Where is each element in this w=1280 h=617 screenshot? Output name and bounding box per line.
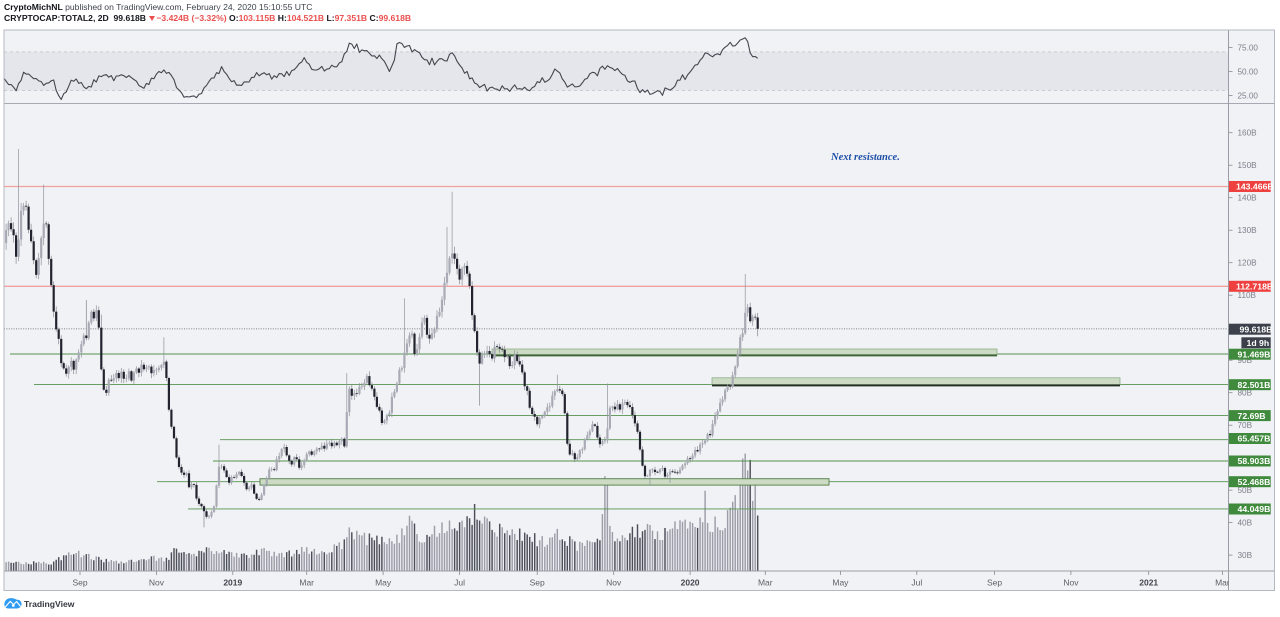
- svg-text:May: May: [375, 578, 392, 588]
- svg-text:Sep: Sep: [530, 578, 545, 588]
- svg-text:112.718B: 112.718B: [1236, 282, 1273, 292]
- svg-text:Nov: Nov: [606, 578, 622, 588]
- svg-text:143.466B: 143.466B: [1236, 182, 1274, 192]
- svg-text:72.69B: 72.69B: [1238, 411, 1266, 421]
- svg-text:82.501B: 82.501B: [1238, 380, 1271, 390]
- svg-text:Jul: Jul: [911, 578, 922, 588]
- svg-text:1d 9h: 1d 9h: [1247, 338, 1270, 348]
- svg-text:120B: 120B: [1238, 259, 1258, 268]
- svg-text:160B: 160B: [1238, 129, 1258, 138]
- svg-text:Sep: Sep: [987, 578, 1002, 588]
- svg-text:2020: 2020: [681, 578, 700, 588]
- svg-text:Next resistance.: Next resistance.: [830, 152, 900, 163]
- svg-text:52.468B: 52.468B: [1238, 477, 1271, 487]
- svg-text:44.049B: 44.049B: [1238, 504, 1271, 514]
- svg-text:130B: 130B: [1238, 226, 1258, 235]
- svg-text:Sep: Sep: [72, 578, 87, 588]
- svg-text:May: May: [832, 578, 849, 588]
- svg-text:Mar: Mar: [1215, 578, 1230, 588]
- svg-text:50.00: 50.00: [1238, 68, 1259, 77]
- svg-text:Nov: Nov: [1063, 578, 1079, 588]
- svg-text:70B: 70B: [1238, 421, 1253, 430]
- svg-text:30B: 30B: [1238, 551, 1253, 560]
- svg-text:58.903B: 58.903B: [1238, 456, 1271, 466]
- svg-text:Mar: Mar: [299, 578, 314, 588]
- svg-text:25.00: 25.00: [1238, 91, 1259, 100]
- svg-text:65.457B: 65.457B: [1238, 434, 1271, 444]
- svg-text:TradingView: TradingView: [24, 599, 75, 609]
- svg-text:90B: 90B: [1238, 356, 1253, 365]
- svg-text:91.469B: 91.469B: [1238, 349, 1271, 359]
- svg-text:140B: 140B: [1238, 194, 1258, 203]
- svg-text:99.618B: 99.618B: [1240, 324, 1273, 334]
- svg-text:2019: 2019: [223, 578, 242, 588]
- svg-text:Mar: Mar: [758, 578, 773, 588]
- svg-text:Nov: Nov: [149, 578, 165, 588]
- svg-text:40B: 40B: [1238, 519, 1253, 528]
- svg-text:50B: 50B: [1238, 486, 1253, 495]
- svg-text:150B: 150B: [1238, 161, 1258, 170]
- svg-text:110B: 110B: [1238, 291, 1257, 300]
- svg-text:75.00: 75.00: [1238, 43, 1259, 52]
- svg-text:Jul: Jul: [454, 578, 465, 588]
- svg-text:2021: 2021: [1139, 578, 1158, 588]
- svg-text:80B: 80B: [1238, 389, 1253, 398]
